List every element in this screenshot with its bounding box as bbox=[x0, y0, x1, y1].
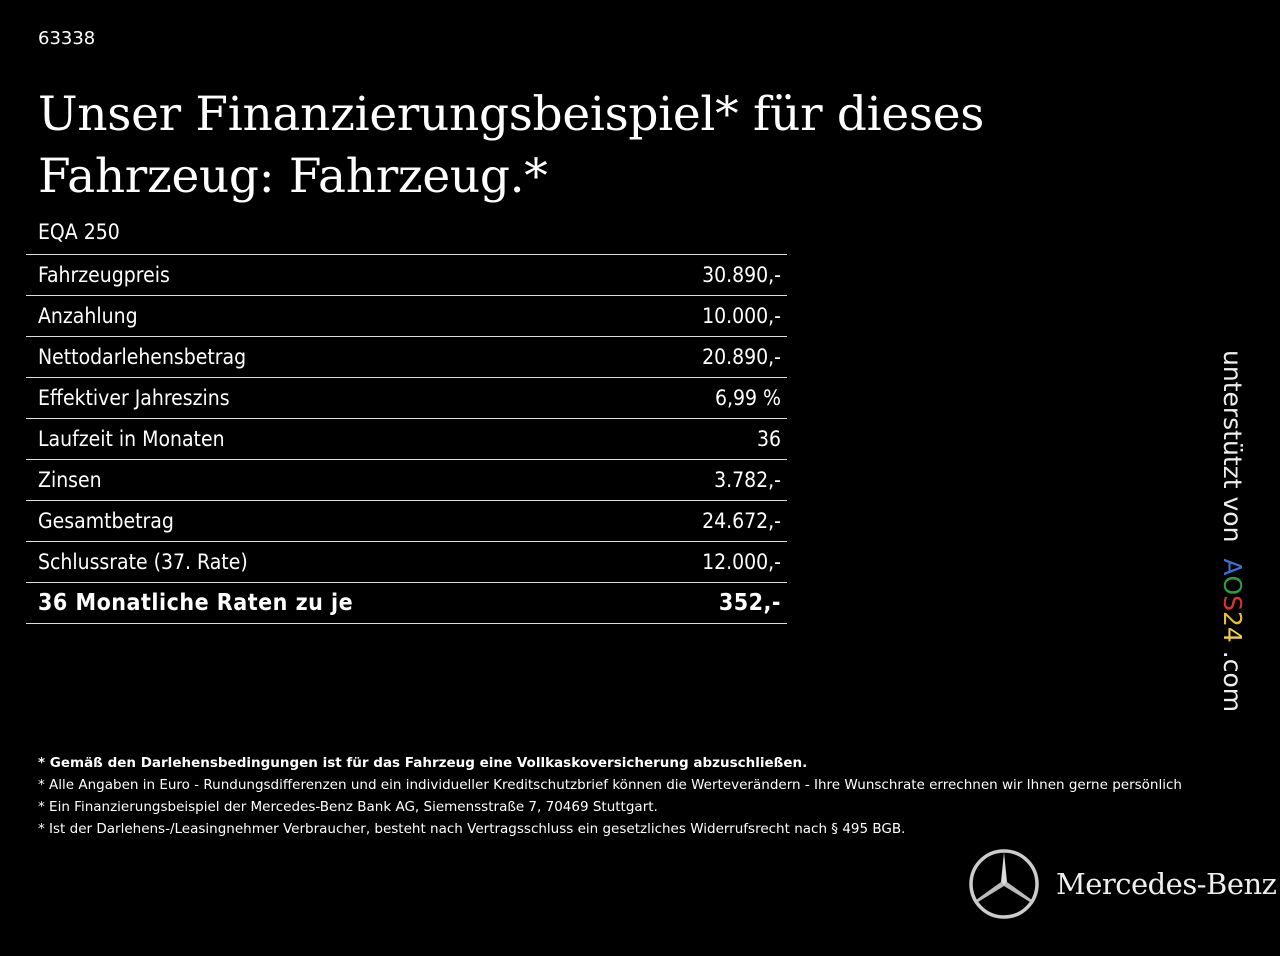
table-row: Nettodarlehensbetrag 20.890,- bbox=[26, 336, 787, 378]
table-row: Schlussrate (37. Rate) 12.000,- bbox=[26, 541, 787, 583]
row-label: Zinsen bbox=[26, 459, 618, 501]
table-row: Laufzeit in Monaten 36 bbox=[26, 418, 787, 460]
brand-letter: O bbox=[1218, 575, 1247, 596]
table-row: Zinsen 3.782,- bbox=[26, 459, 787, 501]
model-name: EQA 250 bbox=[38, 220, 120, 244]
total-row: 36 Monatliche Raten zu je 352,- bbox=[26, 582, 787, 624]
row-label: Effektiver Jahreszins bbox=[26, 377, 618, 419]
brand-letter: S bbox=[1218, 595, 1247, 612]
row-label: Fahrzeugpreis bbox=[26, 254, 618, 296]
brand-letter: 2 bbox=[1218, 611, 1247, 627]
logo-text: Mercedes-Benz bbox=[1056, 867, 1277, 901]
row-value: 3.782,- bbox=[617, 459, 787, 501]
table-row: Gesamtbetrag 24.672,- bbox=[26, 500, 787, 542]
financing-table: Fahrzeugpreis 30.890,- Anzahlung 10.000,- Ne… bbox=[26, 254, 787, 624]
sponsor-suffix: .com bbox=[1218, 650, 1247, 713]
sponsor-text: unterstützt von AOS24 .com bbox=[1218, 350, 1247, 712]
table-row: Effektiver Jahreszins 6,99 % bbox=[26, 377, 787, 419]
listing-id: 63338 bbox=[38, 28, 96, 49]
row-value: 352,- bbox=[617, 582, 787, 624]
table-row: Fahrzeugpreis 30.890,- bbox=[26, 254, 787, 296]
footnotes: * Gemäß den Darlehensbedingungen ist für… bbox=[38, 752, 1182, 840]
row-value: 30.890,- bbox=[617, 254, 787, 296]
row-label: 36 Monatliche Raten zu je bbox=[26, 582, 618, 624]
brand-letter: 4 bbox=[1218, 626, 1247, 643]
row-label: Anzahlung bbox=[26, 295, 618, 337]
table-row: Anzahlung 10.000,- bbox=[26, 295, 787, 337]
sponsor-prefix: unterstützt von bbox=[1218, 350, 1247, 543]
row-label: Laufzeit in Monaten bbox=[26, 418, 618, 460]
mercedes-logo: Mercedes-Benz bbox=[968, 848, 1277, 920]
page-title: Unser Finanzierungsbeispiel* für dieses … bbox=[38, 87, 985, 204]
footnote: * Alle Angaben in Euro - Rundungsdiffere… bbox=[38, 777, 1182, 793]
mercedes-star-icon bbox=[969, 849, 1039, 919]
row-value: 36 bbox=[617, 418, 787, 460]
row-label: Schlussrate (37. Rate) bbox=[26, 541, 618, 583]
row-value: 6,99 % bbox=[617, 377, 787, 419]
row-value: 20.890,- bbox=[617, 336, 787, 378]
row-value: 24.672,- bbox=[617, 500, 787, 542]
row-value: 10.000,- bbox=[617, 295, 787, 337]
row-label: Nettodarlehensbetrag bbox=[26, 336, 618, 378]
footnote: * Gemäß den Darlehensbedingungen ist für… bbox=[38, 755, 808, 771]
row-value: 12.000,- bbox=[617, 541, 787, 583]
brand-letter: A bbox=[1218, 558, 1247, 576]
row-label: Gesamtbetrag bbox=[26, 500, 618, 542]
footnote: * Ist der Darlehens-/Leasingnehmer Verbr… bbox=[38, 821, 906, 837]
footnote: * Ein Finanzierungsbeispiel der Mercedes… bbox=[38, 799, 658, 815]
